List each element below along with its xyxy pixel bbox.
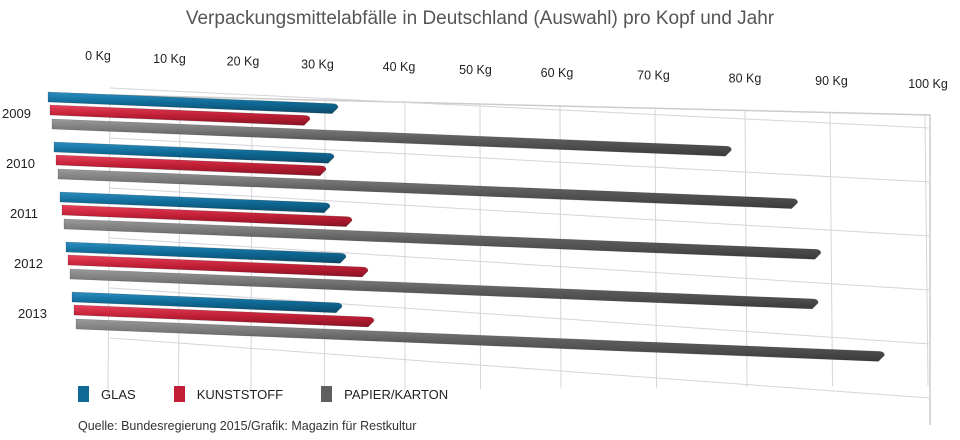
legend: GLAS KUNSTSTOFF PAPIER/KARTON xyxy=(78,386,486,402)
legend-label: KUNSTSTOFF xyxy=(196,386,284,402)
bar-glas-2011 xyxy=(59,191,331,214)
legend-label: GLAS xyxy=(101,386,136,402)
y-tick-label: 2010 xyxy=(6,156,35,171)
legend-item-glas: GLAS xyxy=(78,386,136,402)
x-tick-label: 100 Kg xyxy=(908,77,948,91)
bar-papier-karton-2012 xyxy=(69,268,819,310)
x-tick-label: 90 Kg xyxy=(815,74,848,88)
legend-swatch xyxy=(78,386,89,402)
legend-item-kunststoff: KUNSTSTOFF xyxy=(173,386,284,402)
legend-item-papier: PAPIER/KARTON xyxy=(321,386,448,402)
bar-glas-2010 xyxy=(53,141,335,164)
bar-kunststoff-2013 xyxy=(73,304,375,328)
grid-line xyxy=(324,100,326,392)
chart-title: Verpackungsmittelabfälle in Deutschland … xyxy=(185,8,775,29)
bar-kunststoff-2012 xyxy=(67,254,369,278)
x-tick-label: 70 Kg xyxy=(637,69,670,83)
grid-line xyxy=(924,115,929,386)
x-tick-label: 10 Kg xyxy=(153,52,186,66)
y-tick-label: 2011 xyxy=(10,206,38,221)
y-tick-label: 2013 xyxy=(18,306,47,321)
y-tick-label: 2009 xyxy=(2,106,31,121)
grid-line xyxy=(109,87,931,129)
bar-papier-karton-2013 xyxy=(75,318,885,362)
bar-papier-karton-2010 xyxy=(57,168,798,209)
x-tick-label: 40 Kg xyxy=(383,60,416,74)
x-tick-label: 60 Kg xyxy=(541,66,574,80)
grid-line xyxy=(109,237,931,291)
grid-line xyxy=(109,287,931,345)
x-tick-label: 0 Kg xyxy=(85,49,111,63)
grid-line xyxy=(109,137,931,183)
grid-line xyxy=(829,112,833,387)
bar-papier-karton-2011 xyxy=(63,218,822,260)
bar-glas-2009 xyxy=(47,91,339,114)
x-tick-label: 30 Kg xyxy=(301,57,334,71)
grid-line xyxy=(109,187,931,237)
source-note: Quelle: Bundesregierung 2015/Grafik: Mag… xyxy=(78,419,417,433)
x-tick-label: 50 Kg xyxy=(459,63,492,77)
grid-line xyxy=(109,337,931,399)
bar-papier-karton-2009 xyxy=(51,118,732,157)
grid-line xyxy=(178,96,181,394)
bar-glas-2013 xyxy=(71,291,343,314)
x-tick-label: 20 Kg xyxy=(227,55,260,69)
y-tick-label: 2012 xyxy=(14,256,43,271)
legend-label: PAPIER/KARTON xyxy=(344,386,449,402)
x-tick-label: 80 Kg xyxy=(729,71,762,85)
bar-kunststoff-2009 xyxy=(49,104,311,126)
bar-kunststoff-2010 xyxy=(55,154,327,177)
grid-line xyxy=(250,98,253,393)
bar-kunststoff-2011 xyxy=(61,204,353,227)
grid-line xyxy=(479,104,481,390)
bar-glas-2012 xyxy=(65,241,347,264)
legend-swatch xyxy=(321,386,333,402)
legend-swatch xyxy=(173,386,185,402)
